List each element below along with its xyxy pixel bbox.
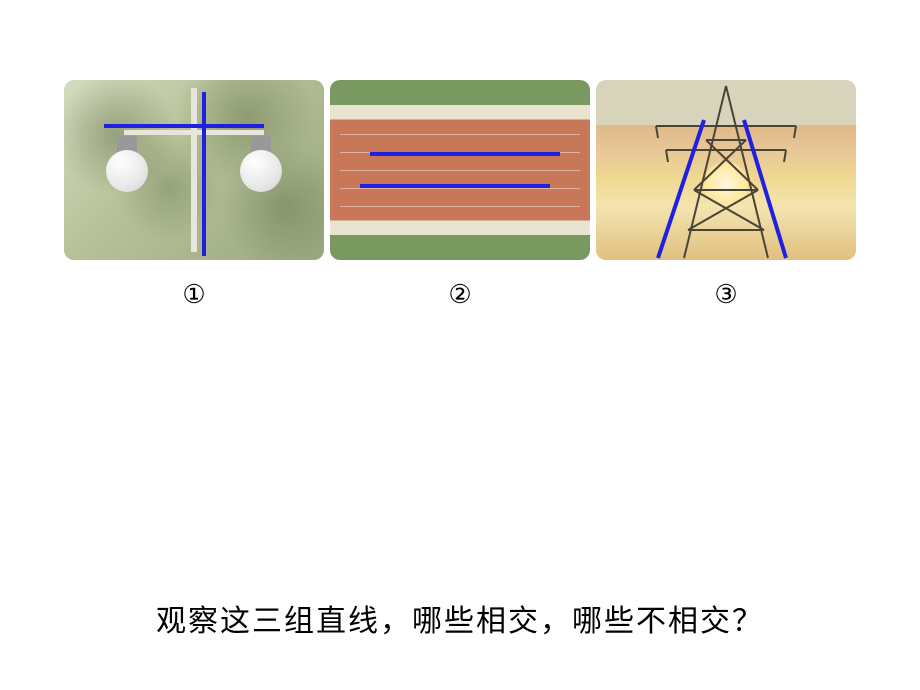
panel-tower [596, 80, 856, 260]
panel3-line-left [658, 120, 704, 258]
panel2-overlay [330, 80, 590, 260]
panel3-line-right [744, 120, 786, 258]
panel1-overlay [64, 80, 324, 260]
label-2: ② [330, 280, 590, 310]
labels-row: ① ② ③ [0, 280, 920, 310]
label-1: ① [64, 280, 324, 310]
images-row [0, 0, 920, 260]
question-text: 观察这三组直线，哪些相交，哪些不相交？ [0, 596, 920, 640]
panel-streetlamp [64, 80, 324, 260]
label-3: ③ [596, 280, 856, 310]
panel-track [330, 80, 590, 260]
panel3-overlay [596, 80, 856, 260]
